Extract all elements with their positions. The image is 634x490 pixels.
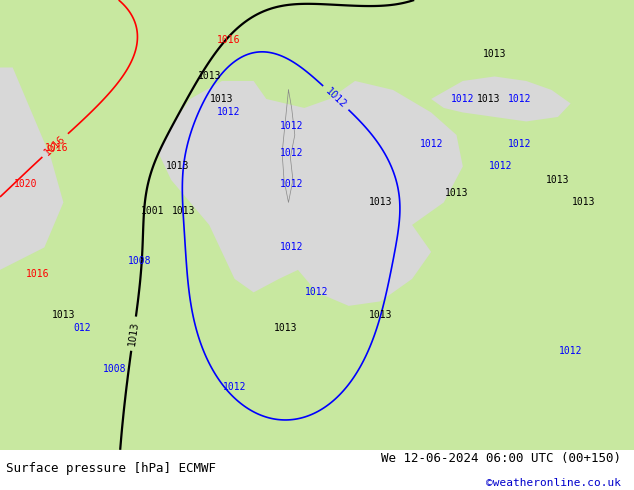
Text: 012: 012 [74,323,91,333]
Text: 1012: 1012 [508,139,532,149]
Text: 1016: 1016 [45,144,69,153]
Text: 1012: 1012 [508,94,532,104]
Text: 1013: 1013 [165,161,190,172]
Text: 1012: 1012 [559,346,583,356]
Text: 1012: 1012 [223,382,247,392]
Text: 1013: 1013 [273,323,297,333]
Text: 1012: 1012 [280,121,304,131]
Text: 1013: 1013 [197,72,221,81]
Text: 1012: 1012 [489,161,513,172]
Text: 1016: 1016 [26,270,50,279]
Text: 1013: 1013 [546,175,570,185]
Polygon shape [431,76,571,122]
Text: 1013: 1013 [368,310,392,320]
Polygon shape [0,68,63,270]
Text: ©weatheronline.co.uk: ©weatheronline.co.uk [486,478,621,488]
Polygon shape [158,81,463,306]
Text: 1013: 1013 [210,94,234,104]
Text: 1012: 1012 [280,148,304,158]
Text: 1013: 1013 [172,206,196,217]
Text: 1012: 1012 [280,243,304,252]
Text: 1012: 1012 [451,94,475,104]
Text: 1013: 1013 [444,189,469,198]
Text: 1012: 1012 [280,179,304,190]
Text: 1012: 1012 [323,86,348,110]
Text: 1013: 1013 [476,94,500,104]
Text: We 12-06-2024 06:00 UTC (00+150): We 12-06-2024 06:00 UTC (00+150) [381,452,621,465]
Text: 1012: 1012 [216,107,240,118]
Text: 1013: 1013 [51,310,75,320]
Text: 1001: 1001 [140,206,164,217]
Text: 1016: 1016 [42,133,68,157]
Text: 1013: 1013 [368,197,392,207]
Text: 1013: 1013 [127,321,140,346]
Text: 1012: 1012 [419,139,443,149]
Text: 1013: 1013 [482,49,507,59]
Text: 1013: 1013 [571,197,595,207]
Text: 1008: 1008 [102,364,126,374]
Text: 1016: 1016 [216,35,240,46]
Text: Surface pressure [hPa] ECMWF: Surface pressure [hPa] ECMWF [6,462,216,475]
Text: 1020: 1020 [13,179,37,190]
Text: 1012: 1012 [305,287,329,297]
Text: 1008: 1008 [127,256,152,266]
